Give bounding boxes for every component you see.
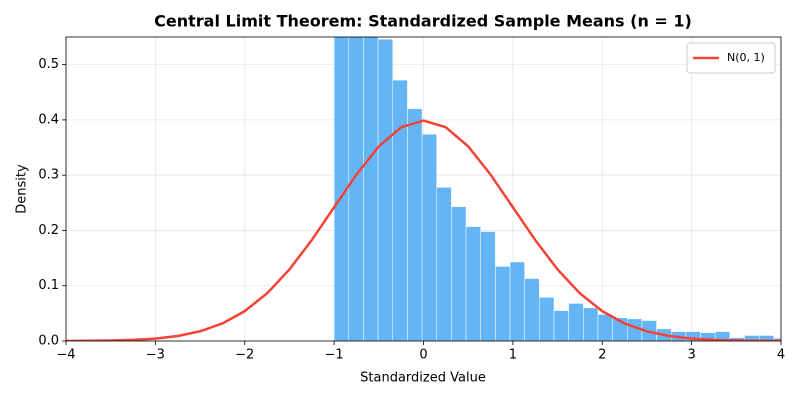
y-tick-label: 0.5 xyxy=(38,57,59,72)
bar xyxy=(714,331,731,341)
bar xyxy=(495,266,511,341)
bar xyxy=(333,37,350,341)
legend: N(0, 1) xyxy=(686,42,776,74)
bar xyxy=(451,206,467,341)
line xyxy=(66,119,781,341)
bar xyxy=(597,314,613,341)
bar xyxy=(377,38,394,341)
x-tick-label: 0 xyxy=(419,348,427,363)
chart-title: Central Limit Theorem: Standardized Samp… xyxy=(154,12,692,31)
y-tick-label: 0.3 xyxy=(38,168,59,183)
bar xyxy=(465,226,481,341)
bar xyxy=(539,297,555,341)
bar xyxy=(421,134,437,341)
bar xyxy=(363,37,379,341)
x-tick-label: −4 xyxy=(56,348,75,363)
y-tick-label: 0.0 xyxy=(38,334,59,349)
bar xyxy=(773,337,781,341)
bar xyxy=(480,231,496,341)
bar xyxy=(407,108,423,341)
x-tick-label: 3 xyxy=(687,348,695,363)
legend-box xyxy=(686,42,776,74)
x-tick-label: −2 xyxy=(235,348,254,363)
y-axis-label: Density xyxy=(15,164,30,214)
x-tick-label: 1 xyxy=(509,348,517,363)
x-tick-label: −3 xyxy=(146,348,165,363)
plot-frame xyxy=(65,36,782,342)
bar xyxy=(568,303,584,341)
x-axis-label: Standardized Value xyxy=(360,371,486,386)
y-tick-label: 0.1 xyxy=(38,278,59,293)
bar xyxy=(436,187,452,341)
bar xyxy=(509,261,525,341)
x-tick-label: −1 xyxy=(325,348,344,363)
x-tick-label: 4 xyxy=(777,348,785,363)
bar xyxy=(583,307,599,341)
x-tick-label: 2 xyxy=(598,348,606,363)
bar xyxy=(553,310,569,341)
bar xyxy=(392,79,408,341)
y-tick-label: 0.4 xyxy=(38,112,59,127)
y-tick-label: 0.2 xyxy=(38,223,59,238)
legend-label: N(0, 1) xyxy=(727,51,765,64)
bar xyxy=(524,278,540,341)
axes: −4 −3 −2 −1 0 1 2 3 4 0.0 0.1 0.2 0.3 0.4 0.5 N(0, 1) xyxy=(38,36,785,363)
